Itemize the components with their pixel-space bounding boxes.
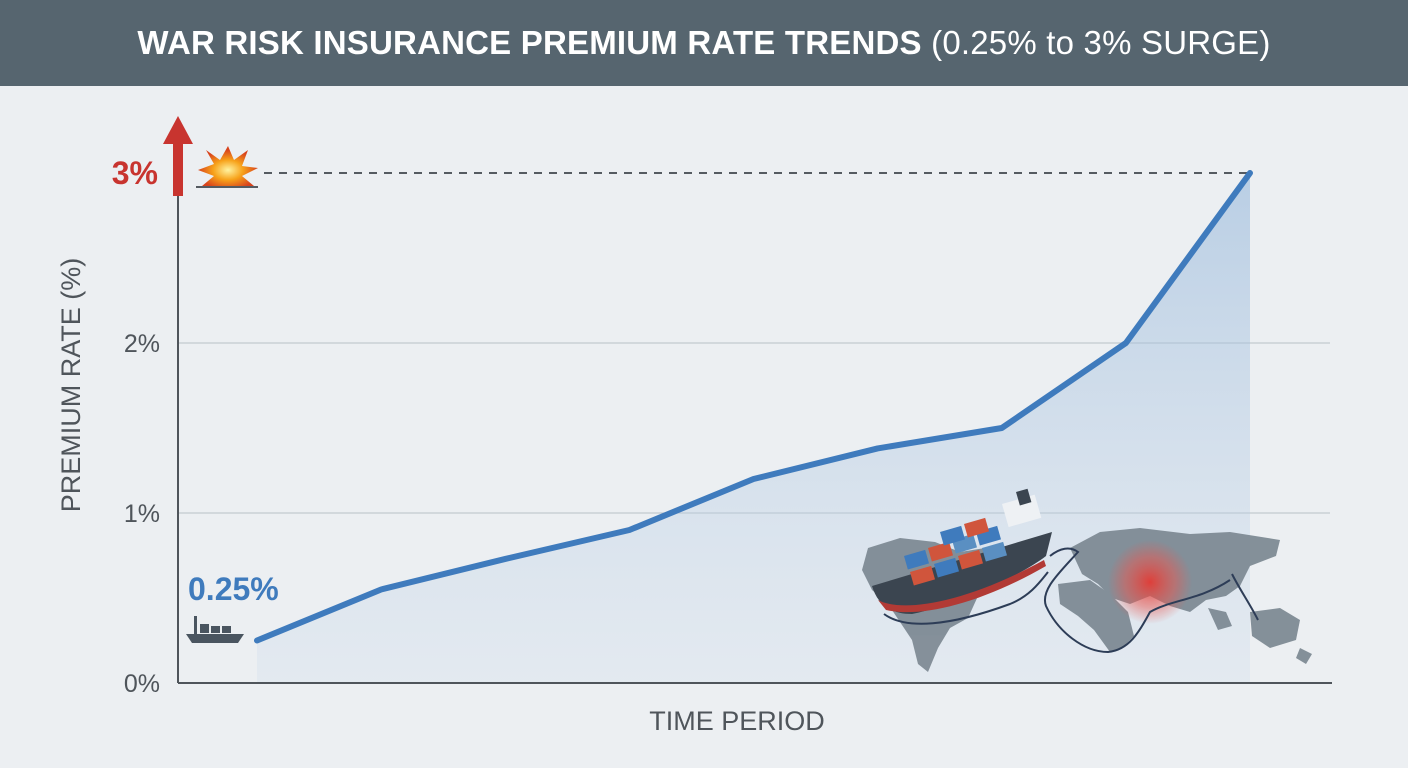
y-tick-0: 0% (124, 670, 160, 698)
y-tick-1: 1% (124, 500, 160, 528)
chart-title: WAR RISK INSURANCE PREMIUM RATE TRENDS (… (137, 24, 1270, 62)
start-label: 0.25% (188, 571, 279, 607)
up-arrow-icon (163, 116, 193, 196)
container-ship-icon (872, 488, 1052, 614)
line-chart: 0% 1% 2% PREMIUM RATE (%) TIME PERIOD 3%… (56, 116, 1332, 736)
explosion-icon (196, 146, 258, 188)
ship-icon (186, 616, 244, 643)
chart-title-main: WAR RISK INSURANCE PREMIUM RATE TRENDS (137, 24, 922, 61)
x-axis-title: TIME PERIOD (649, 706, 825, 736)
y-axis-title: PREMIUM RATE (%) (56, 258, 86, 513)
peak-label: 3% (112, 155, 158, 191)
chart-title-sub: (0.25% to 3% SURGE) (931, 24, 1271, 61)
series-line (254, 170, 1253, 644)
y-tick-2: 2% (124, 330, 160, 358)
title-bar: WAR RISK INSURANCE PREMIUM RATE TRENDS (… (0, 0, 1408, 86)
